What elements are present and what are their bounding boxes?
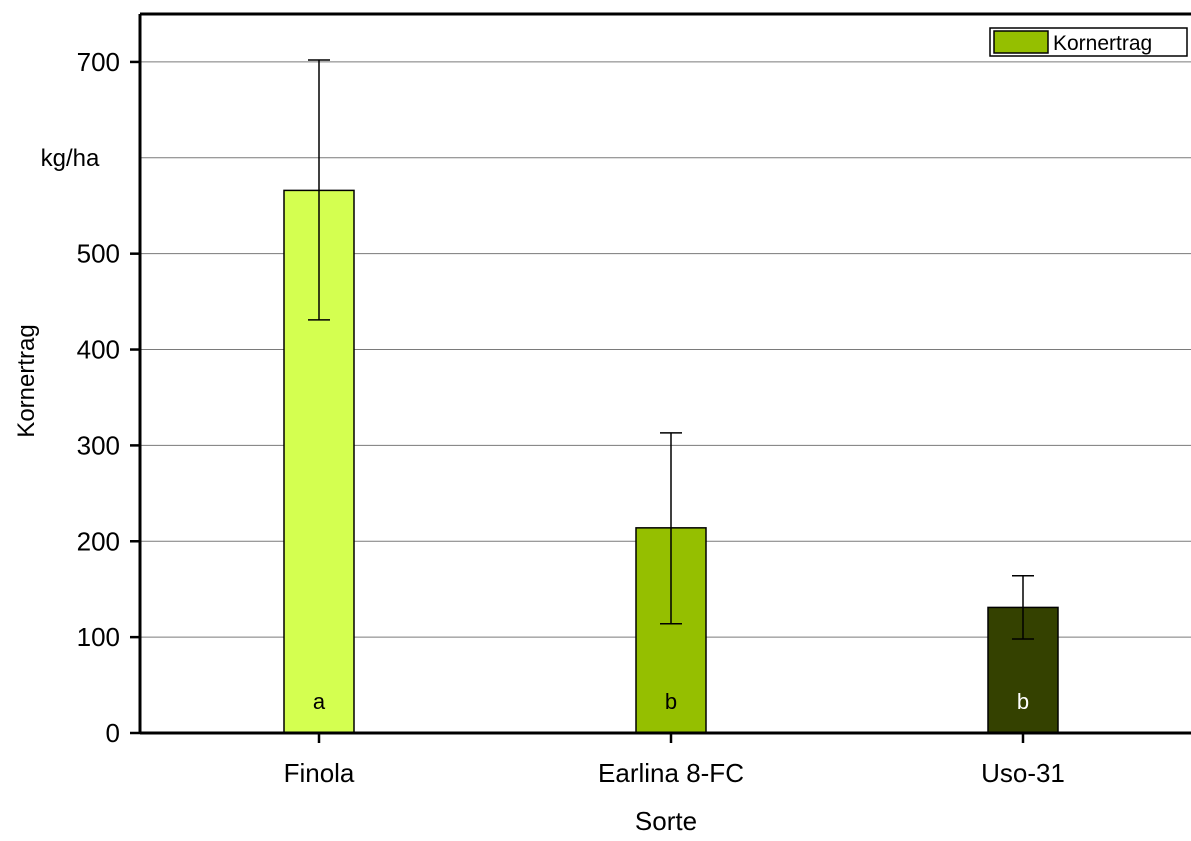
tick-labels: 0 100 200 300 400 500 700 Finola Earlina 8-FC Uso… [77,47,1065,788]
x-tick-label: Earlina 8-FC [598,758,744,788]
legend-label: Kornertrag [1053,32,1152,55]
y-tick-label: 400 [77,335,120,365]
legend-swatch [993,30,1049,54]
x-axis-title: Sorte [635,806,697,836]
axes [138,12,1191,735]
y-tick-label: 100 [77,622,120,652]
legend: Kornertrag [989,27,1188,57]
y-unit-label: kg/ha [41,145,100,172]
x-tick-label: Finola [284,758,355,788]
significance-label: b [1017,689,1029,714]
y-tick-label: 700 [77,47,120,77]
significance-label: b [665,689,677,714]
x-tick-label: Uso-31 [981,758,1065,788]
significance-label: a [313,689,326,714]
y-tick-label: 200 [77,526,120,556]
y-axis-title: Kornertrag [13,324,40,437]
axis-labels: kg/ha Kornertrag Sorte [13,145,697,836]
y-tick-label: 500 [77,239,120,269]
y-tick-label: 300 [77,430,120,460]
y-tick-label: 0 [106,718,120,748]
